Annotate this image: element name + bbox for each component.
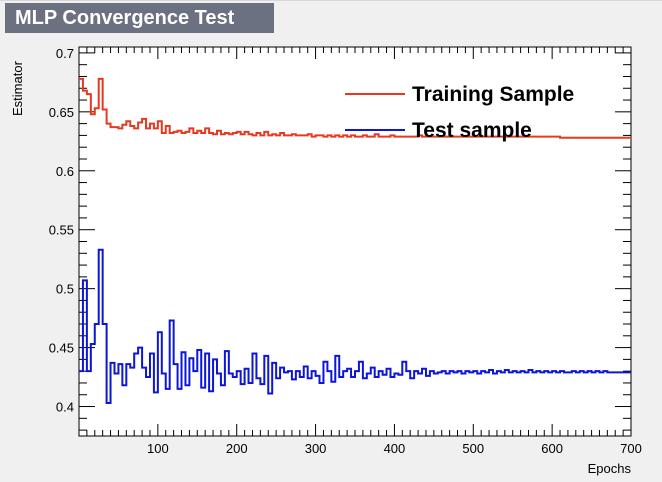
x-tick-label: 400	[384, 441, 406, 456]
y-tick-label: 0.7	[56, 46, 74, 61]
y-tick-label: 0.55	[49, 223, 74, 238]
x-tick-label: 300	[305, 441, 327, 456]
x-tick-label: 200	[226, 441, 248, 456]
y-tick-label: 0.65	[49, 105, 74, 120]
y-axis-title: Estimator	[10, 60, 25, 116]
legend: Training Sample Test sample	[345, 83, 574, 142]
top-rule	[0, 0, 662, 1]
x-tick-label: 100	[147, 441, 169, 456]
x-tick-label: 700	[620, 441, 642, 456]
axis-ticks	[79, 47, 631, 436]
x-axis-title: Epochs	[588, 461, 632, 476]
y-tick-label: 0.45	[49, 341, 74, 356]
y-tick-label: 0.5	[56, 282, 74, 297]
y-tick-label: 0.6	[56, 164, 74, 179]
test-sample-line	[79, 248, 631, 404]
legend-label-test: Test sample	[412, 119, 532, 142]
series-layer	[79, 77, 631, 404]
x-tick-label: 500	[462, 441, 484, 456]
legend-label-training: Training Sample	[412, 83, 574, 106]
chart-title: MLP Convergence Test	[5, 3, 274, 33]
axis-tick-labels: 100 200 300 400 500 600 700 0.4 0.45 0.5 0.55 0.6 0.…	[49, 46, 642, 456]
x-tick-label: 600	[541, 441, 563, 456]
training-sample-line	[79, 77, 631, 139]
y-tick-label: 0.4	[56, 400, 74, 415]
